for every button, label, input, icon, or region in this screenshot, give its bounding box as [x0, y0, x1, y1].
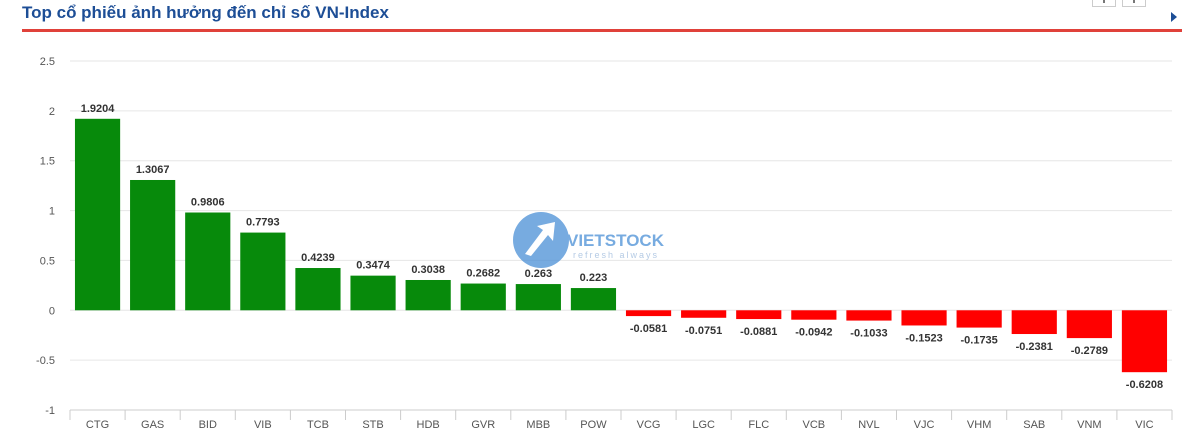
title-underline [22, 29, 1182, 32]
bar [185, 212, 231, 311]
watermark-tagline: refresh always [573, 250, 659, 260]
data-label: 1.9204 [81, 103, 116, 115]
data-label: -0.1523 [905, 332, 942, 344]
x-tick-label: VJC [914, 419, 935, 431]
bar [791, 310, 837, 320]
bar [1066, 310, 1112, 339]
page-title: Top cổ phiếu ảnh hưởng đến chỉ số VN-Ind… [22, 3, 389, 22]
bar [681, 310, 727, 318]
y-axis-ticks: -1 -0.5 0 0.5 1 1.5 2 2.5 [36, 56, 55, 417]
data-label: -0.0942 [795, 327, 832, 339]
data-label: -0.6208 [1126, 379, 1163, 391]
bar [1121, 310, 1168, 373]
bar [625, 310, 672, 317]
data-label: 0.2682 [466, 268, 500, 280]
x-tick-label: LGC [692, 419, 715, 431]
bar [901, 310, 947, 326]
y-tick-label: 2.5 [40, 56, 55, 68]
data-label: -0.0751 [685, 325, 722, 337]
data-label: -0.0581 [630, 323, 667, 335]
x-tick-label: TCB [307, 419, 329, 431]
play-icon[interactable] [1171, 12, 1177, 22]
y-tick-label: 0 [49, 305, 55, 317]
bar [736, 310, 782, 320]
x-tick-label: POW [580, 419, 607, 431]
bar [460, 283, 506, 311]
data-label: 0.4239 [301, 252, 335, 264]
bar-chart: -1 -0.5 0 0.5 1 1.5 2 2.5 1.9204 1.3067 0.9806 0.7… [36, 56, 1173, 431]
x-tick-label: CTG [86, 419, 109, 431]
bar [405, 279, 451, 311]
data-labels: 1.9204 1.3067 0.9806 0.7793 0.4239 0.3474 0.30… [81, 103, 1163, 391]
y-tick-label: 1.5 [40, 156, 55, 168]
data-label: -0.1735 [960, 335, 997, 347]
data-label: 0.7793 [246, 217, 280, 229]
x-tick-label: GAS [141, 419, 164, 431]
bars [74, 118, 1168, 373]
watermark-brand: VIETSTOCK [567, 231, 665, 250]
data-label: 1.3067 [136, 164, 170, 176]
x-tick-label: FLC [748, 419, 769, 431]
bar [350, 275, 396, 311]
x-tick-label: HDB [417, 419, 440, 431]
watermark: VIETSTOCK refresh always [513, 212, 665, 268]
y-tick-label: -0.5 [36, 355, 55, 367]
x-tick-label: STB [362, 419, 383, 431]
bar [130, 179, 176, 311]
chart-header: Top cổ phiếu ảnh hưởng đến chỉ số VN-Ind… [22, 0, 1182, 32]
logo-arrow-icon [525, 222, 555, 256]
x-tick-label: GVR [471, 419, 495, 431]
x-tick-label: NVL [858, 419, 879, 431]
data-label: -0.1033 [850, 328, 887, 340]
y-tick-label: -1 [45, 405, 55, 417]
chevron-left-icon[interactable] [1092, 0, 1116, 7]
bar [240, 232, 286, 311]
x-tick-label: VHM [967, 419, 991, 431]
bar [295, 268, 341, 311]
bar [1011, 310, 1057, 335]
x-tick-label: VCG [637, 419, 661, 431]
bar [570, 288, 617, 311]
data-label: 0.263 [525, 268, 553, 280]
x-tick-label: BID [199, 419, 217, 431]
data-label: -0.2381 [1016, 341, 1053, 353]
data-label: -0.0881 [740, 326, 777, 338]
data-label: 0.3038 [411, 264, 445, 276]
y-tick-label: 0.5 [40, 255, 55, 267]
x-tick-label: VNM [1077, 419, 1101, 431]
bar [846, 310, 892, 321]
x-tick-label: VCB [803, 419, 826, 431]
x-tick-label: SAB [1023, 419, 1045, 431]
bar [956, 310, 1002, 328]
y-tick-label: 1 [49, 206, 55, 218]
y-tick-label: 2 [49, 106, 55, 118]
bar [74, 118, 121, 311]
data-label: -0.2789 [1071, 345, 1108, 357]
x-tick-label: MBB [526, 419, 550, 431]
data-label: 0.9806 [191, 197, 225, 209]
x-tick-label: VIB [254, 419, 272, 431]
bar [515, 284, 561, 311]
x-tick-label: VIC [1135, 419, 1153, 431]
chevron-right-icon[interactable] [1122, 0, 1146, 7]
data-label: 0.223 [580, 272, 608, 284]
x-axis: CTG GAS BID VIB TCB STB HDB GVR MBB POW VCG LGC FLC V… [69, 409, 1173, 431]
data-label: 0.3474 [356, 260, 391, 272]
